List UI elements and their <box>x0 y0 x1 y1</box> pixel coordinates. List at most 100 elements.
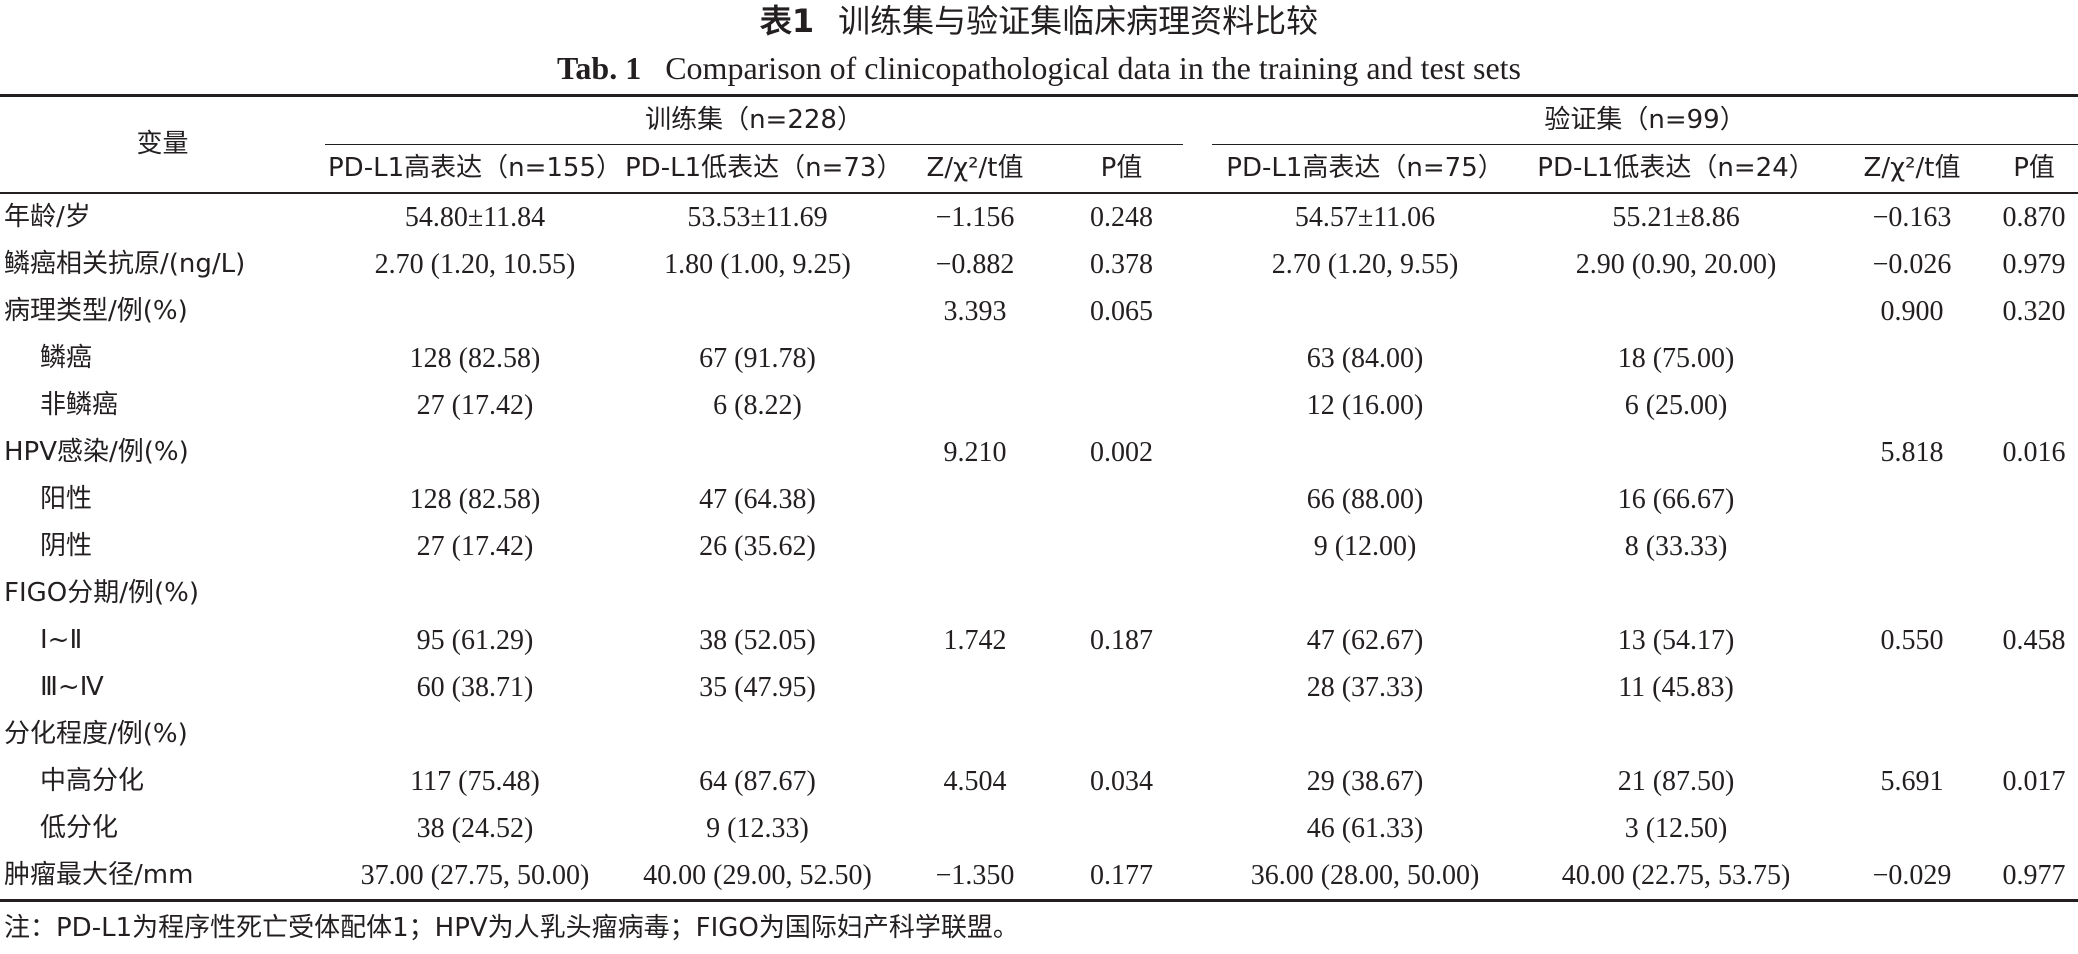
table-cell: 0.187 <box>1090 625 1153 656</box>
table-cell <box>1990 335 2078 382</box>
title-cn-label: 表1 <box>759 2 815 40</box>
table-cell: −0.882 <box>935 249 1015 280</box>
table-cell <box>1834 805 1990 852</box>
table-cell: 6 (25.00) <box>1624 390 1728 421</box>
table-row: 非鳞癌 27 (17.42) 6 (8.22) 12 (16.00) 6 (25.00) <box>0 382 2078 429</box>
spacer-cell <box>1183 429 1212 476</box>
table-cell <box>890 711 1060 758</box>
table-cell <box>1990 382 2078 429</box>
header-spacer <box>1183 94 1213 145</box>
table-cell: 8 (33.33) <box>1624 531 1728 562</box>
table-title-cn: 表1 训练集与验证集临床病理资料比较 <box>0 0 2078 42</box>
table-title-en: Tab. 1 Comparison of clinicopathological … <box>0 46 2078 90</box>
spacer-cell <box>1183 241 1212 288</box>
spacer-cell <box>1183 664 1212 711</box>
spacer-cell <box>1183 193 1212 241</box>
table-cell: 117 (75.48) <box>410 766 540 797</box>
table-cell: 2.70 (1.20, 9.55) <box>1271 249 1459 280</box>
table-cell <box>1060 382 1183 429</box>
table-row: 分化程度/例(%) <box>0 711 2078 758</box>
spacer-cell <box>1183 476 1212 523</box>
table-cell: 63 (84.00) <box>1306 343 1424 374</box>
row-label: Ⅰ~Ⅱ <box>40 625 83 655</box>
row-label: 分化程度/例(%) <box>4 719 188 749</box>
column-header: P值 <box>1990 144 2078 194</box>
table-row: 病理类型/例(%) 3.393 0.065 0.900 0.320 <box>0 288 2078 335</box>
title-en-text: Comparison of clinicopathological data i… <box>665 50 1521 86</box>
table-cell: 64 (87.67) <box>699 766 816 797</box>
table-cell: 37.00 (27.75, 50.00) <box>325 852 625 902</box>
table-cell: 128 (82.58) <box>409 484 541 515</box>
table-cell: 1.80 (1.00, 9.25) <box>664 249 851 280</box>
table-row: 阳性 128 (82.58) 47 (64.38) 66 (88.00) 16 (66.… <box>0 476 2078 523</box>
table-cell <box>1060 664 1183 711</box>
table-cell: 2.70 (1.20, 10.55) <box>374 249 576 280</box>
table-cell: 0.065 <box>1090 296 1153 327</box>
table-cell: 36.00 (28.00, 50.00) <box>1212 852 1519 902</box>
column-header: Z/χ²/t值 <box>890 144 1060 194</box>
spacer-cell <box>1183 288 1212 335</box>
table-cell <box>1518 570 1834 617</box>
table-cell: 0.458 <box>2002 625 2066 656</box>
table-cell <box>1518 429 1834 476</box>
table-cell <box>1060 805 1183 852</box>
table-cell: 0.979 <box>2002 249 2066 280</box>
table-cell <box>1834 476 1990 523</box>
table-cell: 2.90 (0.90, 20.00) <box>1575 249 1777 280</box>
table-cell: 47 (64.38) <box>699 484 816 515</box>
table-cell <box>325 711 625 758</box>
spacer-cell <box>1183 382 1212 429</box>
table-cell: 5.818 <box>1880 437 1944 468</box>
column-header: P值 <box>1060 144 1184 194</box>
table-cell <box>625 288 890 335</box>
table-cell <box>1060 476 1183 523</box>
table-cell <box>890 523 1060 570</box>
table-cell: 40.00 (29.00, 52.50) <box>625 852 890 902</box>
table-row: 低分化 38 (24.52) 9 (12.33) 46 (61.33) 3 (12.50… <box>0 805 2078 852</box>
table-cell <box>625 429 890 476</box>
table-cell: 5.691 <box>1880 766 1944 797</box>
table-cell: −0.029 <box>1834 852 1991 902</box>
table-row: FIGO分期/例(%) <box>0 570 2078 617</box>
header-variable: 变量 <box>0 94 325 194</box>
table-cell <box>1990 664 2078 711</box>
table-cell: 0.900 <box>1880 296 1944 327</box>
table-row: 中高分化 117 (75.48) 64 (87.67) 4.504 0.034 29 (3… <box>0 758 2078 805</box>
table-cell <box>1834 570 1990 617</box>
table-cell <box>1212 570 1518 617</box>
table-row: 鳞癌相关抗原/(ng/L) 2.70 (1.20, 10.55) 1.80 (1.0… <box>0 241 2078 288</box>
column-header: Z/χ²/t值 <box>1834 144 1991 194</box>
table-cell: 95 (61.29) <box>416 625 534 656</box>
table-cell: 0.378 <box>1090 249 1153 280</box>
table-cell: 13 (54.17) <box>1617 625 1735 656</box>
row-label: 非鳞癌 <box>40 390 119 420</box>
column-header: PD-L1高表达（n=155） <box>325 144 625 194</box>
table-cell: 47 (62.67) <box>1306 625 1424 656</box>
table-cell <box>1060 570 1183 617</box>
table-cell <box>890 382 1060 429</box>
column-header: PD-L1低表达（n=24） <box>1518 144 1835 194</box>
table-row: 年龄/岁 54.80±11.84 53.53±11.69 −1.156 0.248 54.… <box>0 193 2078 241</box>
table-cell <box>1990 711 2078 758</box>
table-row: Ⅲ~Ⅳ 60 (38.71) 35 (47.95) 28 (37.33) 11 (45.… <box>0 664 2078 711</box>
table-cell <box>890 570 1060 617</box>
table-cell: 0.177 <box>1060 852 1184 902</box>
row-label: 阳性 <box>40 484 93 514</box>
table-cell: 60 (38.71) <box>416 672 534 703</box>
row-label: 阴性 <box>40 531 93 561</box>
table-cell: 0.016 <box>2002 437 2066 468</box>
table-cell: 0.870 <box>2002 202 2066 233</box>
spacer-cell <box>1183 852 1213 902</box>
title-en-label: Tab. 1 <box>557 50 642 86</box>
row-label: 年龄/岁 <box>4 202 91 232</box>
table-cell <box>890 664 1060 711</box>
table-row: Ⅰ~Ⅱ 95 (61.29) 38 (52.05) 1.742 0.187 47 (62.… <box>0 617 2078 664</box>
table-cell <box>1518 711 1834 758</box>
table-cell <box>1834 335 1990 382</box>
table-cell: 35 (47.95) <box>699 672 816 703</box>
table-cell <box>1518 288 1834 335</box>
table-cell: 0.248 <box>1090 202 1153 233</box>
row-label: 肿瘤最大径/mm <box>0 852 325 902</box>
table-cell <box>1990 476 2078 523</box>
spacer-cell <box>1183 711 1212 758</box>
